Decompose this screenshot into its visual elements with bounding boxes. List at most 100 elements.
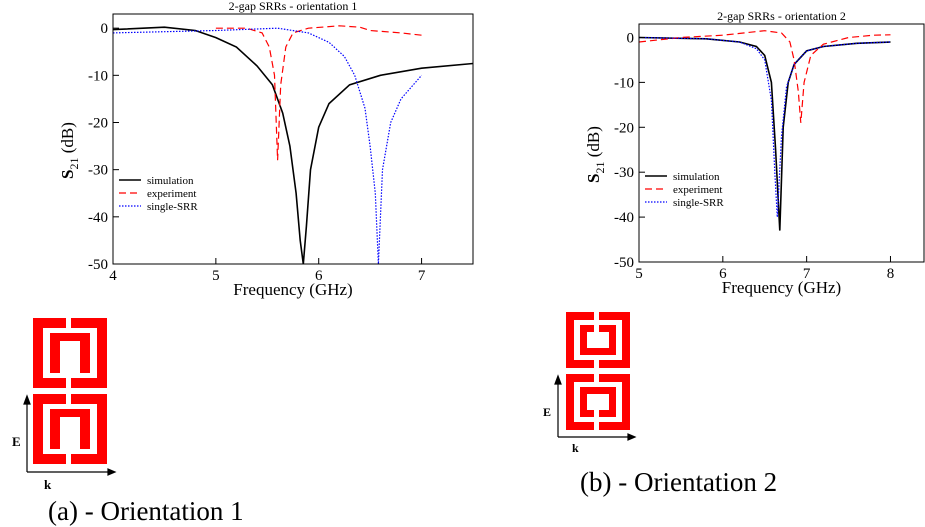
srr-gap: [594, 410, 599, 417]
plot-orientation-1: 2-gap SRRs - orientation 1 4 5 6 7 0 -10 -20 -30…: [58, 0, 474, 299]
y-axis-label-main: S: [58, 170, 77, 179]
srr-segment: [71, 318, 107, 328]
y-axis-label-unit: (dB): [584, 126, 603, 161]
srr-segment: [97, 318, 107, 388]
srr-segment: [50, 333, 90, 341]
srr-gap: [594, 360, 599, 368]
srr-gap: [594, 325, 599, 332]
y-axis-label: S21 (dB): [58, 122, 81, 179]
srr-segment: [580, 348, 616, 355]
e-label: E: [12, 434, 21, 449]
srr-segment: [580, 387, 616, 394]
k-label: k: [572, 441, 579, 455]
srr-segment: [71, 454, 107, 464]
e-arrowhead: [23, 394, 31, 405]
caption-a: (a) - Orientation 1: [48, 496, 244, 526]
y-tick-label: -50: [614, 255, 634, 271]
srr-segment: [50, 333, 60, 373]
srr-segment: [71, 378, 107, 388]
srr-segment: [50, 409, 90, 417]
srr-segment: [50, 409, 60, 449]
srr-segment: [97, 394, 107, 464]
srr-upper-ring: [33, 318, 107, 388]
srr-upper-ring: [566, 312, 630, 368]
y-tick-label: -20: [88, 115, 108, 131]
legend-label: experiment: [673, 184, 722, 196]
y-axis-label-unit: (dB): [58, 122, 77, 157]
chart-title: 2-gap SRRs - orientation 1: [229, 0, 358, 13]
field-axes-orientation-2: [554, 374, 637, 441]
k-arrowhead: [627, 433, 637, 441]
srr-segment: [609, 325, 616, 355]
x-tick-label: 7: [418, 268, 426, 284]
srr-diagram-orientation-1: [33, 318, 107, 464]
y-tick-label: -40: [88, 210, 108, 226]
x-axis-label: Frequency (GHz): [233, 280, 352, 299]
srr-segment: [580, 325, 587, 355]
x-tick-label: 6: [315, 268, 323, 284]
y-tick-label: -20: [614, 120, 634, 136]
srr-lower-ring: [566, 374, 630, 430]
y-tick-label: 0: [101, 21, 109, 37]
plot-frame: [112, 13, 474, 265]
srr-segment: [71, 394, 107, 404]
y-axis-label: S21 (dB): [584, 126, 607, 183]
srr-segment: [566, 312, 574, 368]
x-tick-label: 4: [109, 268, 117, 284]
x-tick-label: 5: [212, 268, 220, 284]
chart-title: 2-gap SRRs - orientation 2: [717, 9, 846, 23]
series-line-experiment: [215, 25, 422, 161]
srr-segment: [609, 387, 616, 417]
x-tick-label: 6: [719, 266, 727, 282]
y-tick-label: -10: [88, 68, 108, 84]
legend-label: experiment: [147, 188, 196, 200]
y-tick-label: -10: [614, 75, 634, 91]
y-axis-label-main: S: [584, 174, 603, 183]
series-line-single-SRR: [112, 27, 423, 265]
srr-segment: [33, 394, 43, 464]
legend-label: simulation: [673, 171, 720, 183]
y-tick-label: 0: [627, 30, 635, 46]
srr-segment: [33, 378, 66, 388]
y-tick-label: -40: [614, 210, 634, 226]
srr-gaps-orientation-2: [594, 312, 599, 430]
plot-orientation-2: 2-gap SRRs - orientation 2 5 6 7 8 0 -10 -20 -30…: [584, 9, 925, 297]
y-tick-label: -30: [88, 163, 108, 179]
srr-segment: [580, 387, 587, 417]
field-axes-orientation-1: [23, 394, 117, 476]
y-tick-label: -50: [88, 257, 108, 273]
srr-segment: [80, 409, 90, 449]
srr-segment: [566, 374, 574, 430]
srr-segment: [33, 318, 66, 328]
caption-b: (b) - Orientation 2: [580, 467, 777, 497]
series-line-simulation: [112, 26, 474, 265]
srr-lower-ring: [33, 394, 107, 464]
y-axis-label-sub: 21: [67, 158, 81, 170]
legend-label: single-SRR: [147, 201, 198, 213]
x-axis-label: Frequency (GHz): [722, 278, 841, 297]
srr-gap: [594, 312, 599, 320]
e-arrowhead: [554, 374, 562, 385]
legend-label: single-SRR: [673, 197, 724, 209]
srr-segment: [622, 374, 630, 430]
srr-segment: [33, 318, 43, 388]
e-label: E: [543, 405, 551, 419]
srr-segment: [33, 454, 66, 464]
k-arrowhead: [107, 468, 117, 476]
srr-segment: [622, 312, 630, 368]
y-axis-label-sub: 21: [593, 162, 607, 174]
x-tick-label: 7: [803, 266, 811, 282]
srr-segment: [33, 394, 66, 404]
x-tick-label: 5: [635, 266, 643, 282]
x-tick-label: 8: [887, 266, 895, 282]
srr-gap: [594, 422, 599, 430]
legend-label: simulation: [147, 175, 194, 187]
srr-gap: [594, 374, 599, 382]
series-line-single-SRR: [638, 36, 891, 218]
y-tick-label: -30: [614, 165, 634, 181]
plot-frame: [638, 23, 925, 263]
series-line-experiment: [638, 30, 891, 123]
srr-segment: [80, 333, 90, 373]
srr-frame: [566, 312, 630, 368]
